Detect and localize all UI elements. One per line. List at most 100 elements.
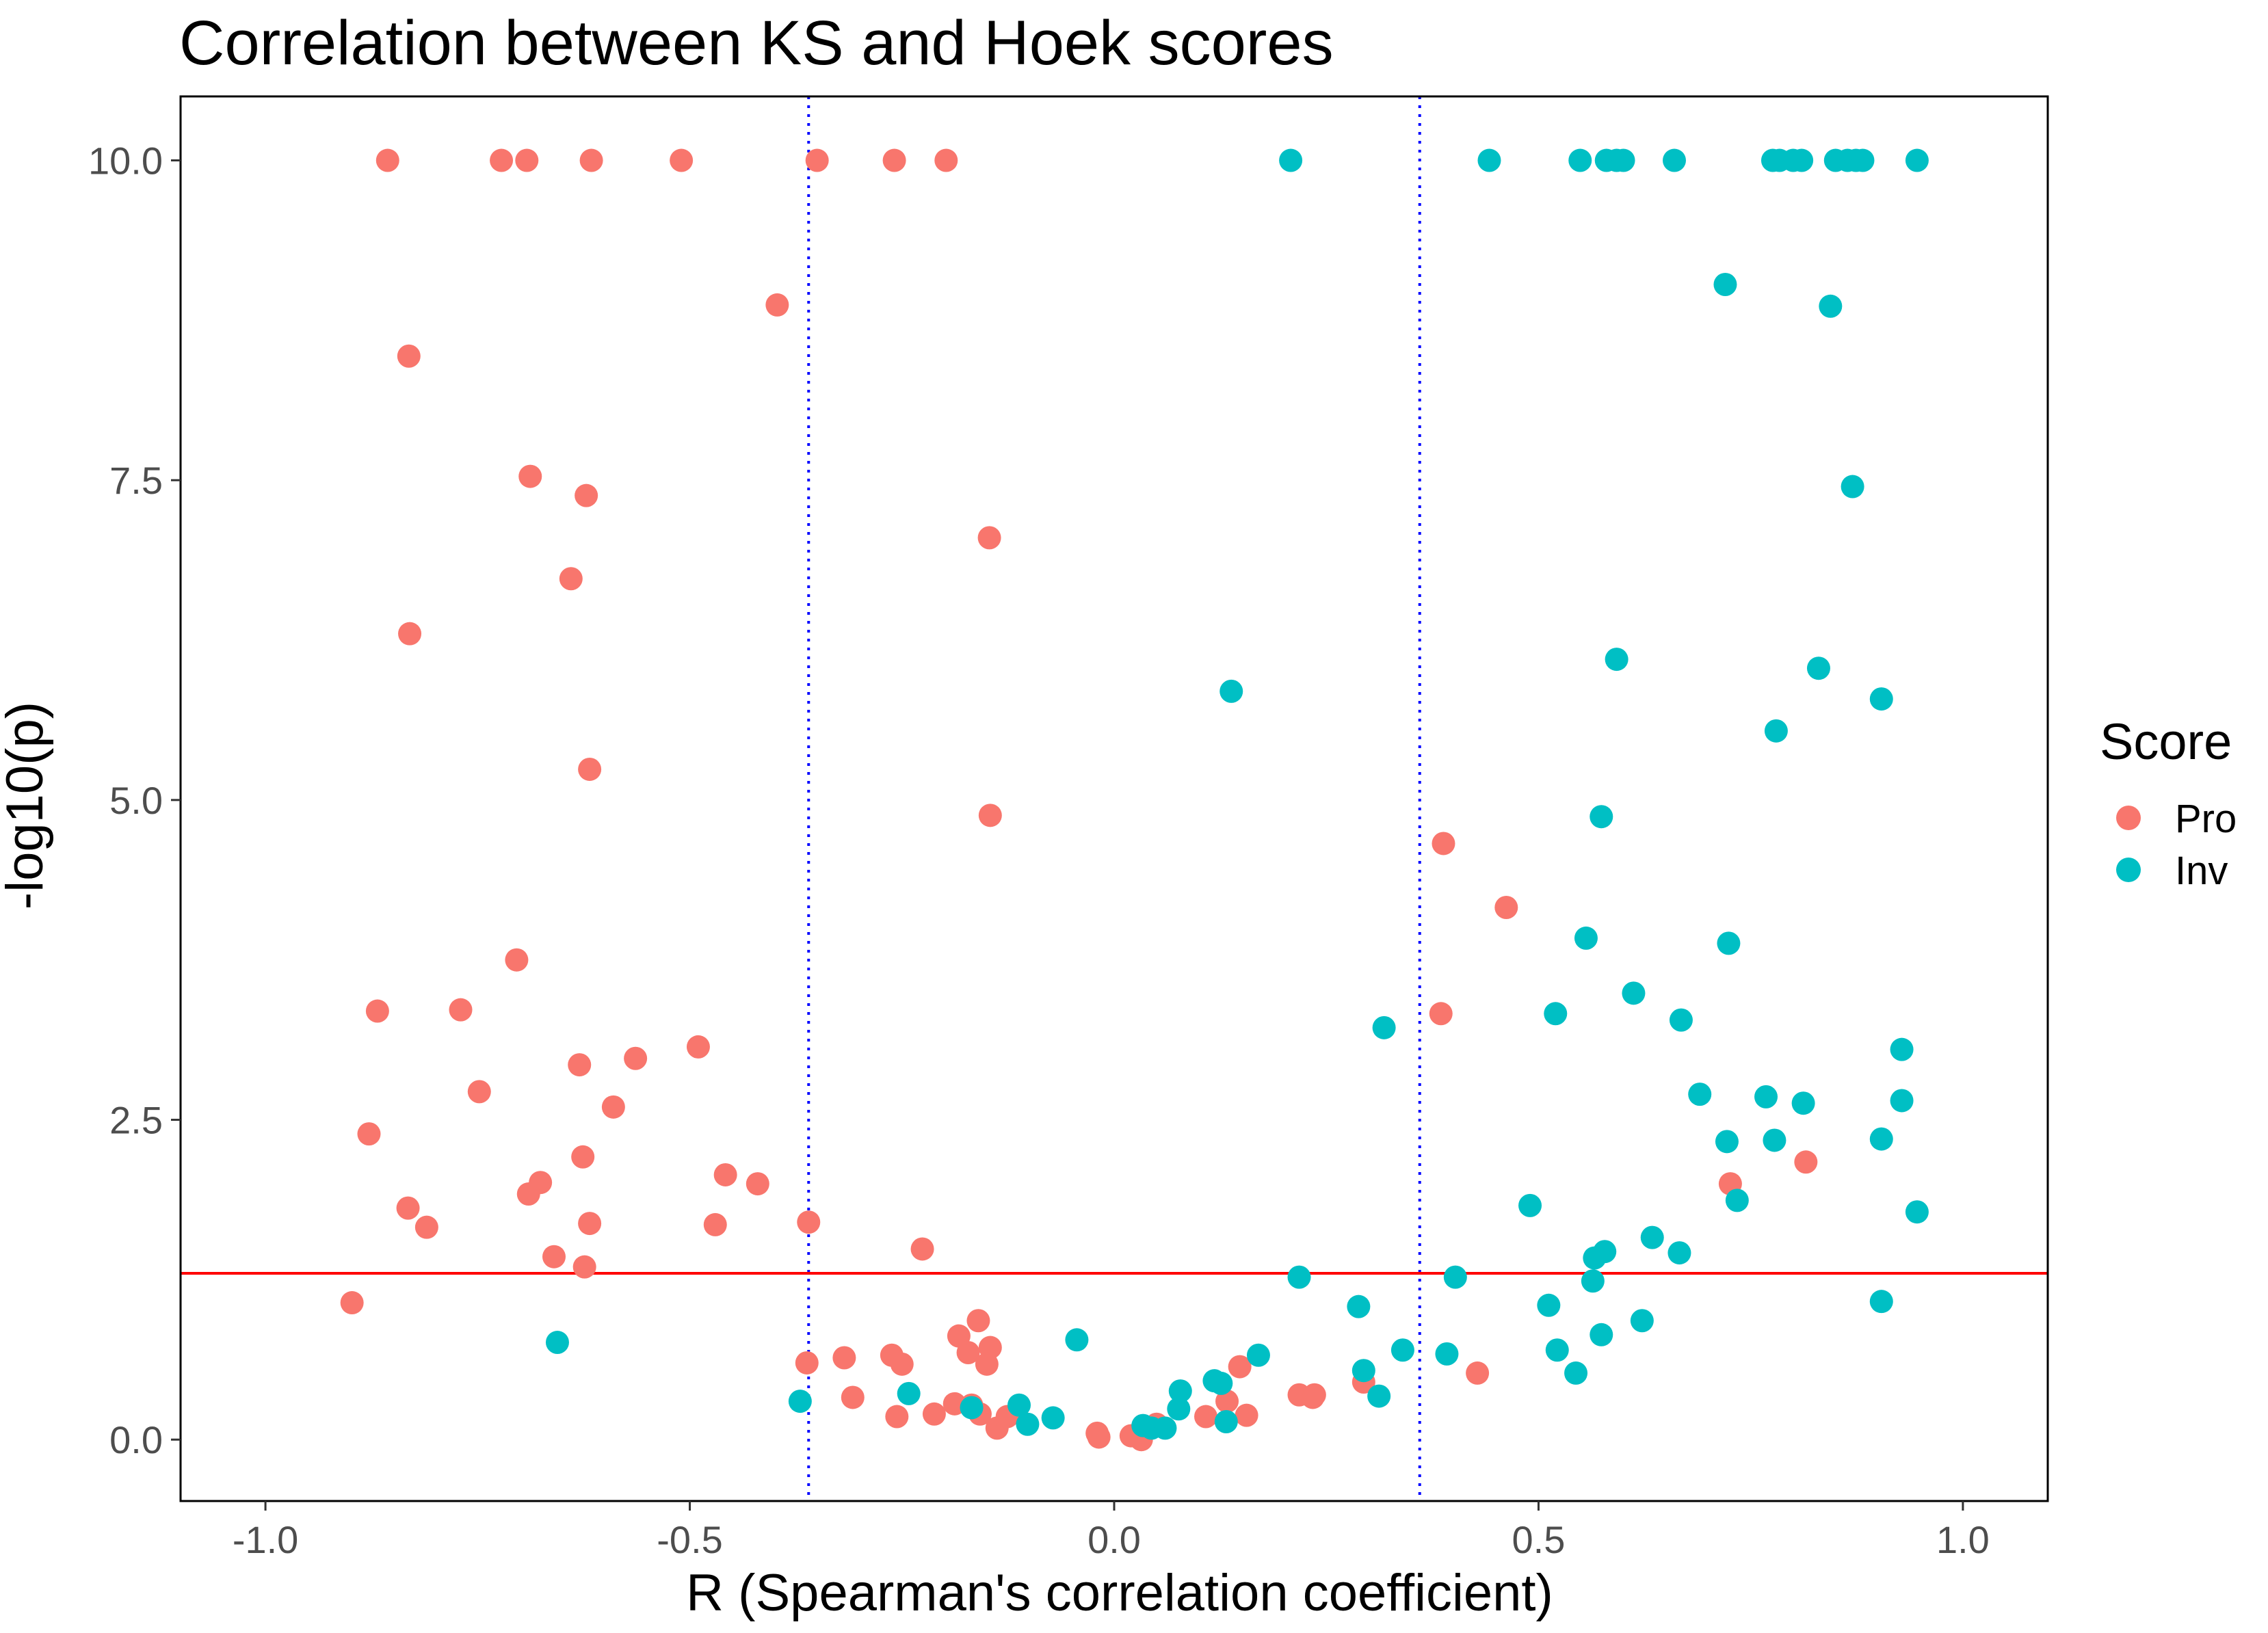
x-tick-label: 0.5 <box>1512 1518 1566 1561</box>
data-point-inv <box>1246 1343 1270 1367</box>
data-point-pro <box>601 1095 625 1119</box>
data-point-pro <box>414 1215 438 1239</box>
x-tick-label: 1.0 <box>1936 1518 1990 1561</box>
data-point-pro <box>795 1351 819 1375</box>
data-point-inv <box>1581 1269 1605 1293</box>
data-point-pro <box>670 148 694 172</box>
data-point-inv <box>1287 1265 1311 1289</box>
data-point-pro <box>624 1046 648 1070</box>
data-point-inv <box>1131 1413 1155 1437</box>
data-point-pro <box>841 1385 865 1409</box>
data-point-inv <box>1574 926 1598 950</box>
data-point-pro <box>572 1255 596 1279</box>
data-point-pro <box>578 1212 602 1236</box>
data-point-inv <box>1663 148 1686 172</box>
data-point-pro <box>797 1210 821 1234</box>
data-point-pro <box>805 148 829 172</box>
y-tick-label: 5.0 <box>109 779 163 822</box>
data-point-inv <box>1890 1037 1914 1061</box>
data-point-inv <box>1065 1328 1089 1352</box>
legend-key-inv <box>2116 858 2141 882</box>
series-pro <box>340 148 1818 1452</box>
data-point-pro <box>765 293 789 317</box>
data-point-pro <box>934 148 958 172</box>
data-point-pro <box>1794 1150 1818 1174</box>
data-point-pro <box>922 1402 946 1426</box>
data-point-pro <box>505 948 529 972</box>
data-point-inv <box>1568 148 1592 172</box>
chart-title: Correlation between KS and Hoek scores <box>179 8 1334 78</box>
data-point-pro <box>578 757 602 781</box>
data-point-inv <box>1667 1241 1691 1265</box>
data-point-inv <box>1754 1085 1778 1108</box>
data-point-inv <box>1611 148 1635 172</box>
data-point-inv <box>1791 1091 1815 1115</box>
data-point-inv <box>1590 1323 1613 1346</box>
x-tick-label: -1.0 <box>233 1518 299 1561</box>
data-point-inv <box>1869 1127 1893 1151</box>
data-point-inv <box>1367 1384 1391 1408</box>
data-point-pro <box>977 526 1001 550</box>
data-point-pro <box>398 622 422 646</box>
y-axis-title: -log10(p) <box>0 702 54 910</box>
data-point-inv <box>1219 679 1243 703</box>
data-point-inv <box>1041 1406 1065 1430</box>
data-point-inv <box>1016 1412 1040 1436</box>
data-point-pro <box>515 148 539 172</box>
data-point-inv <box>1168 1379 1192 1403</box>
data-point-inv <box>1443 1265 1467 1289</box>
data-point-pro <box>1235 1403 1258 1427</box>
data-point-pro <box>966 1309 990 1333</box>
data-point-inv <box>1869 687 1893 711</box>
data-point-inv <box>960 1396 984 1420</box>
data-point-pro <box>490 148 514 172</box>
data-point-pro <box>746 1172 769 1196</box>
data-point-inv <box>1764 719 1788 743</box>
data-point-inv <box>1763 1128 1786 1152</box>
y-tick-label: 0.0 <box>109 1418 163 1461</box>
data-point-inv <box>897 1381 921 1405</box>
data-point-pro <box>885 1405 909 1429</box>
data-point-pro <box>882 148 906 172</box>
data-point-inv <box>1640 1225 1664 1249</box>
data-point-inv <box>1630 1309 1654 1333</box>
data-point-pro <box>365 999 389 1023</box>
data-point-pro <box>340 1291 364 1315</box>
data-point-pro <box>978 804 1002 827</box>
data-point-inv <box>1564 1361 1588 1385</box>
data-point-inv <box>1905 1200 1929 1224</box>
y-tick-label: 7.5 <box>109 459 163 502</box>
data-point-inv <box>1537 1293 1561 1317</box>
data-point-inv <box>1007 1393 1031 1417</box>
data-point-pro <box>832 1346 856 1370</box>
data-point-pro <box>1228 1355 1252 1379</box>
data-point-inv <box>1715 1130 1739 1154</box>
data-point-inv <box>1209 1371 1233 1395</box>
data-point-pro <box>357 1122 381 1146</box>
x-tick-label: 0.0 <box>1087 1518 1141 1561</box>
series-inv <box>545 148 1929 1440</box>
y-tick-label: 2.5 <box>109 1099 163 1142</box>
data-point-inv <box>1214 1410 1238 1434</box>
data-point-pro <box>575 483 598 507</box>
data-point-inv <box>1688 1083 1712 1106</box>
data-point-pro <box>396 1196 420 1220</box>
data-point-pro <box>1429 1002 1453 1026</box>
data-point-inv <box>1851 148 1875 172</box>
data-point-inv <box>1819 294 1843 318</box>
data-point-inv <box>1717 931 1741 955</box>
data-point-pro <box>568 1053 592 1077</box>
data-point-inv <box>545 1331 569 1355</box>
data-point-inv <box>1790 148 1814 172</box>
data-point-pro <box>1087 1425 1111 1449</box>
data-point-pro <box>375 148 399 172</box>
data-point-inv <box>1713 272 1737 296</box>
data-point-pro <box>1494 896 1518 920</box>
data-point-pro <box>713 1163 737 1186</box>
data-point-inv <box>1869 1290 1893 1314</box>
data-point-pro <box>542 1245 566 1269</box>
data-point-pro <box>571 1145 595 1169</box>
